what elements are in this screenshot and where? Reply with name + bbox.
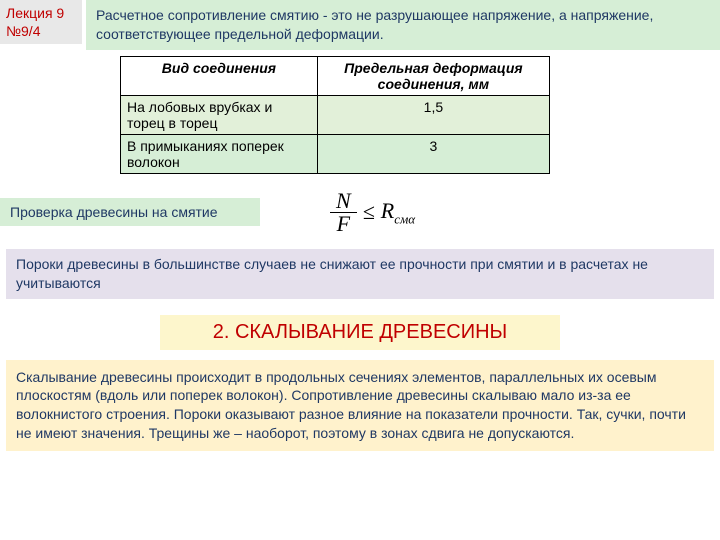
formula-denominator: F [331, 213, 356, 235]
section-heading: 2. СКАЛЫВАНИЕ ДРЕВЕСИНЫ [160, 315, 560, 350]
lecture-line1: Лекция 9 [6, 5, 64, 21]
formula-rhs-main: R [381, 198, 394, 223]
section-title: 2. СКАЛЫВАНИЕ ДРЕВЕСИНЫ [213, 321, 508, 343]
table-col-1: Предельная деформация соединения, мм [317, 56, 549, 95]
table-cell: 1,5 [317, 95, 549, 134]
formula-fraction: N F [330, 190, 357, 235]
table-row: В примыканиях поперек волокон 3 [121, 134, 550, 173]
definition-text: Расчетное сопротивление смятию - это не … [96, 7, 653, 42]
body-text: Скалывание древесины происходит в продол… [16, 369, 686, 442]
check-row: Проверка древесины на смятие N F ≤ Rсмα [0, 190, 720, 235]
table-cell: В примыканиях поперек волокон [121, 134, 318, 173]
body-box: Скалывание древесины происходит в продол… [6, 360, 714, 452]
note-box: Пороки древесины в большинстве случаев н… [6, 249, 714, 299]
table-header-row: Вид соединения Предельная деформация сое… [121, 56, 550, 95]
definition-box: Расчетное сопротивление смятию - это не … [86, 0, 720, 50]
formula-operator: ≤ [363, 199, 375, 225]
deformation-table: Вид соединения Предельная деформация сое… [120, 56, 550, 174]
lecture-line2: №9/4 [6, 23, 40, 39]
formula-rhs: Rсмα [381, 198, 415, 227]
table-col-0: Вид соединения [121, 56, 318, 95]
check-label-text: Проверка древесины на смятие [10, 204, 218, 220]
header-row: Лекция 9 №9/4 Расчетное сопротивление см… [0, 0, 720, 50]
table-cell: 3 [317, 134, 549, 173]
formula: N F ≤ Rсмα [330, 190, 415, 235]
check-label: Проверка древесины на смятие [0, 198, 260, 226]
lecture-label: Лекция 9 №9/4 [0, 0, 82, 44]
table-row: На лобовых врубках и торец в торец 1,5 [121, 95, 550, 134]
note-text: Пороки древесины в большинстве случаев н… [16, 256, 648, 291]
table-cell: На лобовых врубках и торец в торец [121, 95, 318, 134]
formula-numerator: N [330, 190, 357, 213]
formula-rhs-sub: смα [394, 211, 415, 226]
